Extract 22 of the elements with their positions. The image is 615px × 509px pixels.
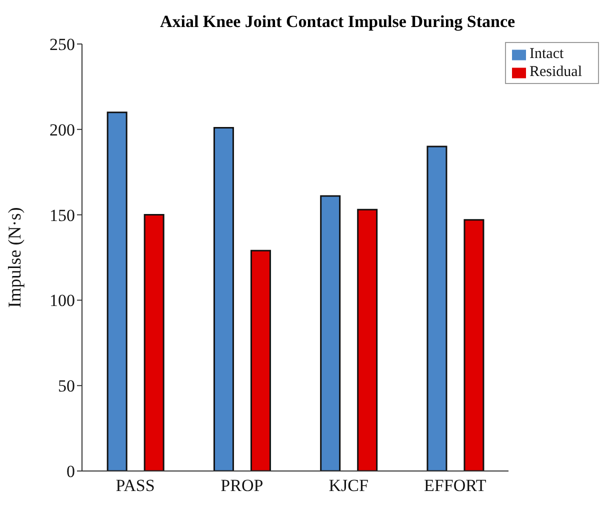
y-tick-label: 50 xyxy=(58,376,75,396)
x-tick-label: PASS xyxy=(116,476,155,496)
bar xyxy=(357,208,378,471)
bar xyxy=(106,112,128,471)
y-tick-label: 150 xyxy=(50,206,75,225)
x-tick-label: KJCF xyxy=(328,476,368,496)
bar xyxy=(426,146,448,471)
x-tick-label: EFFORT xyxy=(424,476,487,496)
y-tick-label: 0 xyxy=(66,462,75,482)
y-tick-label: 200 xyxy=(50,120,75,140)
bar xyxy=(464,219,484,471)
y-tick-label: 100 xyxy=(50,291,75,310)
chart-title: Axial Knee Joint Contact Impulse During Stance xyxy=(160,12,516,31)
y-tick-label: 250 xyxy=(50,35,75,54)
y-axis-title: Impulse (N·s) xyxy=(4,207,24,308)
bar xyxy=(250,250,271,471)
bar xyxy=(213,126,234,471)
x-tick-label: PROP xyxy=(220,476,264,496)
legend-label: Intact xyxy=(530,46,564,62)
bar xyxy=(320,195,341,471)
bar xyxy=(144,214,164,471)
legend-label: Residual xyxy=(530,64,582,80)
